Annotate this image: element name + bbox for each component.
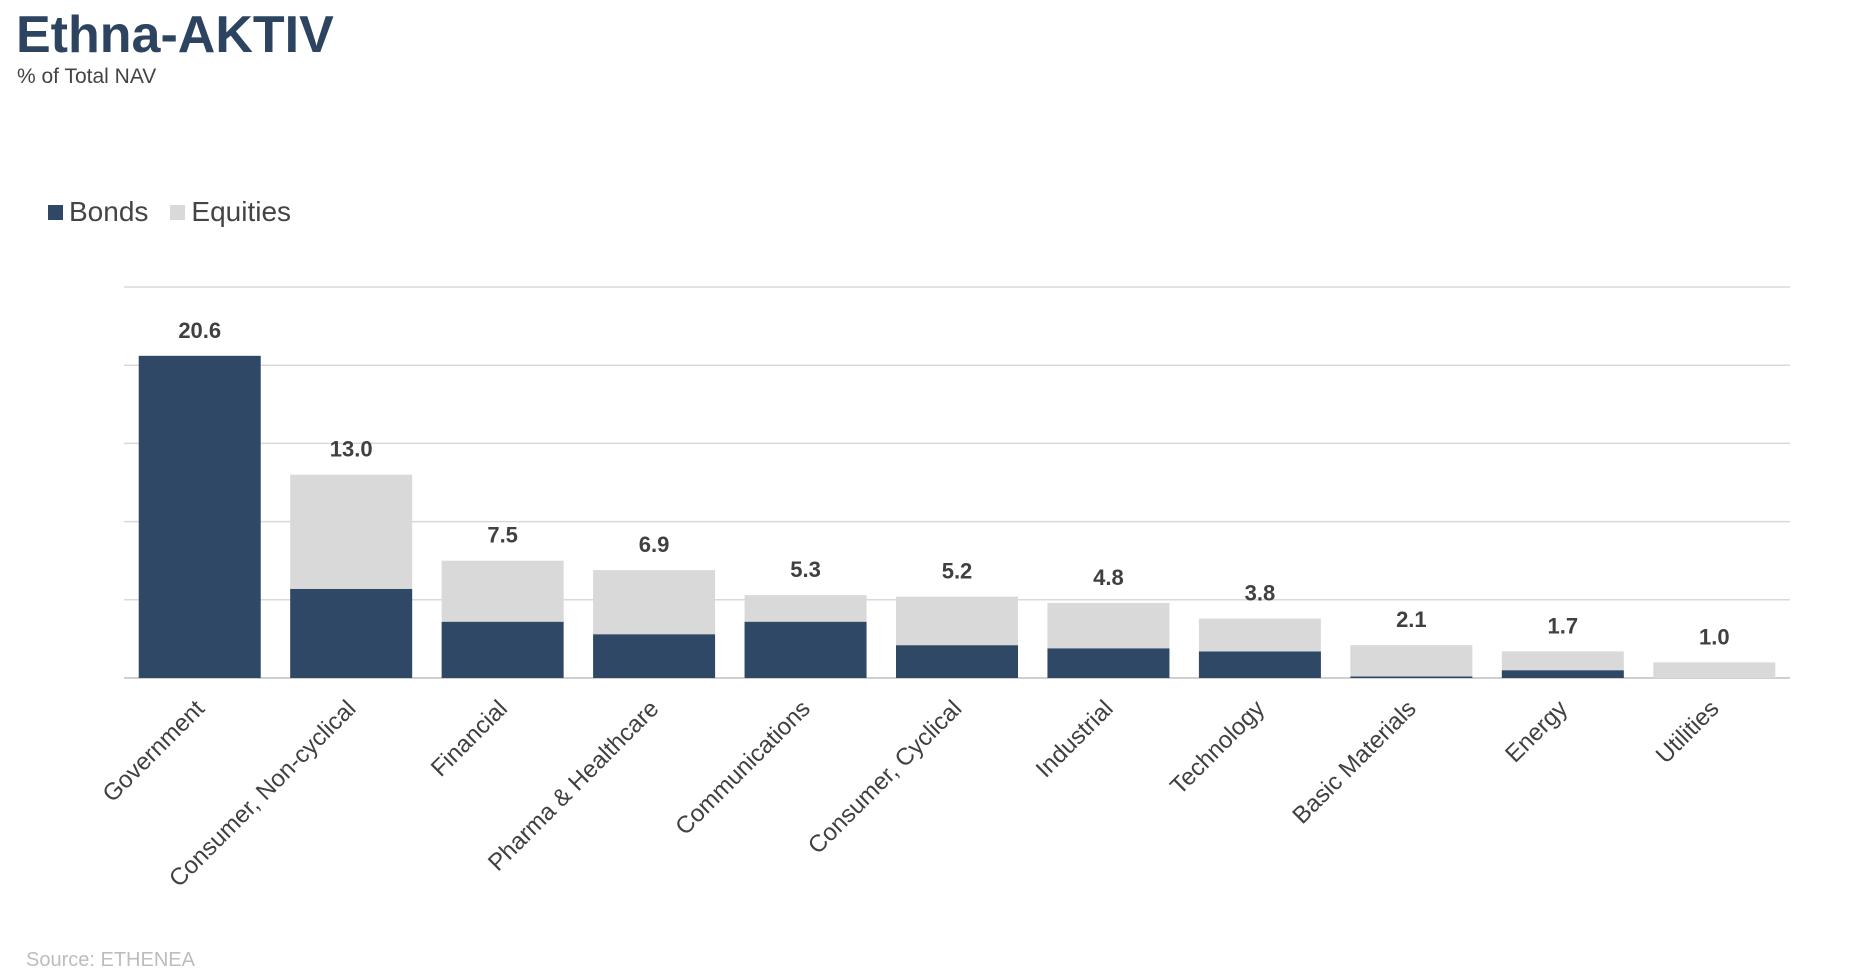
chart-title: Ethna-AKTIV bbox=[16, 6, 334, 64]
bar-bonds bbox=[1198, 651, 1321, 678]
x-tick-label: Technology bbox=[1165, 695, 1270, 800]
x-tick-label: Consumer, Cyclical bbox=[803, 695, 967, 859]
data-label: 7.5 bbox=[487, 523, 518, 548]
bar-equities bbox=[1047, 602, 1170, 649]
legend-item-equities: Equities bbox=[170, 196, 291, 228]
bar-equities bbox=[896, 596, 1018, 646]
bar-equities bbox=[1198, 618, 1321, 652]
data-label: 1.7 bbox=[1548, 613, 1579, 638]
data-labels: 20.6 13.0 7.5 6.9 5.3 5.2 4.8 3.8 2.1 1.7 1.0 bbox=[178, 318, 1729, 650]
bar-bonds bbox=[1350, 676, 1473, 678]
data-label: 5.2 bbox=[942, 559, 973, 584]
legend-item-bonds: Bonds bbox=[48, 196, 148, 228]
data-label: 5.3 bbox=[790, 557, 821, 582]
bar-bonds bbox=[593, 634, 716, 678]
bar-bonds bbox=[1501, 670, 1624, 678]
legend-label-equities: Equities bbox=[191, 196, 292, 227]
x-tick-label: Industrial bbox=[1031, 695, 1119, 783]
bar-equities bbox=[441, 560, 564, 622]
bar-bonds bbox=[441, 621, 564, 678]
x-tick-label: Utilities bbox=[1651, 695, 1725, 769]
data-label: 13.0 bbox=[330, 437, 373, 462]
chart-subtitle: % of Total NAV bbox=[17, 65, 157, 88]
bar-equities bbox=[1501, 651, 1624, 671]
chart-legend: Bonds Equities bbox=[48, 196, 313, 228]
x-tick-label: Energy bbox=[1500, 695, 1573, 768]
bar-equities bbox=[1653, 662, 1776, 678]
x-tick-label: Communications bbox=[670, 695, 815, 840]
bar-bonds bbox=[1047, 648, 1170, 678]
data-label: 3.8 bbox=[1245, 581, 1276, 606]
bar-bonds bbox=[138, 355, 261, 678]
x-tick-label: Basic Materials bbox=[1287, 695, 1421, 829]
bar-equities bbox=[290, 474, 413, 589]
legend-swatch-equities bbox=[170, 204, 186, 220]
legend-swatch-bonds bbox=[48, 204, 63, 220]
bar-equities bbox=[593, 570, 716, 635]
data-label: 2.1 bbox=[1396, 607, 1427, 632]
bar-bonds bbox=[896, 645, 1018, 678]
data-label: 4.8 bbox=[1093, 565, 1124, 590]
bar-equities bbox=[744, 595, 867, 622]
x-tick-label: Financial bbox=[426, 695, 513, 782]
x-tick-label: Government bbox=[97, 695, 210, 808]
data-label: 1.0 bbox=[1699, 624, 1730, 649]
bar-bonds bbox=[744, 621, 867, 678]
source-note: Source: ETHENEA bbox=[26, 949, 195, 971]
data-label: 20.6 bbox=[178, 318, 221, 343]
bar-equities bbox=[1350, 645, 1473, 677]
data-label: 6.9 bbox=[639, 532, 670, 557]
bar-bonds bbox=[290, 588, 413, 678]
bars bbox=[138, 355, 1776, 678]
x-tick-label: Pharma & Healthcare bbox=[483, 695, 664, 876]
legend-label-bonds: Bonds bbox=[69, 196, 149, 227]
